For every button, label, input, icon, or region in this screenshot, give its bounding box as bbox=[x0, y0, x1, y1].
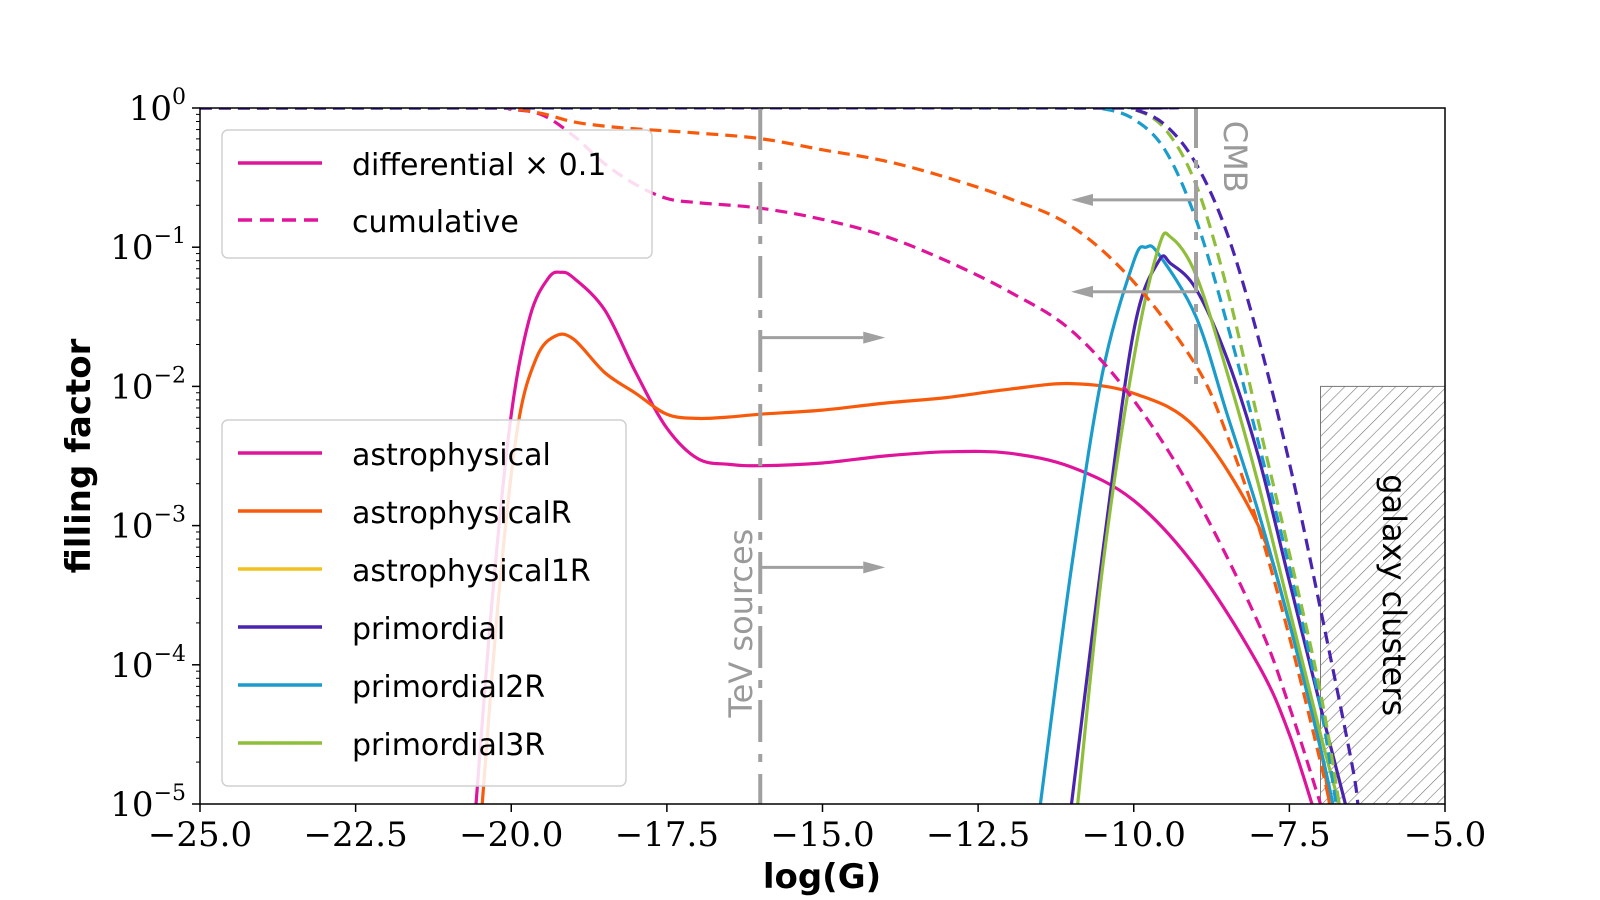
y-tick-label: 10−3 bbox=[110, 503, 186, 547]
x-axis-title: log(G) bbox=[763, 857, 881, 897]
legend-label-astrophysical: astrophysical bbox=[352, 438, 551, 473]
tev-sources-label: TeV sources bbox=[722, 529, 760, 719]
x-tick-label: −22.5 bbox=[304, 815, 408, 855]
style-legend: differential × 0.1 cumulative bbox=[221, 129, 653, 259]
series-legend-box bbox=[221, 419, 627, 787]
y-axis-ticks: 100 10−1 10−2 10−3 10−4 10−5 bbox=[110, 85, 200, 825]
style-legend-box bbox=[221, 129, 653, 259]
cmb-annotation: CMB bbox=[1071, 108, 1254, 387]
x-tick-label: −12.5 bbox=[926, 815, 1030, 855]
legend-label-astrophysical1R: astrophysical1R bbox=[352, 554, 591, 589]
y-tick-label: 10−1 bbox=[110, 224, 186, 268]
x-tick-label: −7.5 bbox=[1248, 815, 1331, 855]
series-legend: astrophysical astrophysicalR astrophysic… bbox=[221, 419, 627, 787]
style-legend-dashed-label: cumulative bbox=[352, 205, 519, 240]
galaxy-clusters-label: galaxy clusters bbox=[1375, 474, 1413, 716]
style-legend-solid-label: differential × 0.1 bbox=[352, 148, 606, 183]
x-tick-label: −17.5 bbox=[615, 815, 719, 855]
legend-label-primordial: primordial bbox=[352, 612, 505, 647]
series-layer bbox=[200, 108, 1360, 804]
tev-sources-annotation: TeV sources bbox=[722, 108, 886, 804]
tev-arrow-lower-head bbox=[863, 561, 886, 574]
legend-label-primordial2R: primordial2R bbox=[352, 670, 545, 705]
x-axis-ticks: −25.0 −22.5 −20.0 −17.5 −15.0 −12.5 −10.0 −7.5 −… bbox=[148, 804, 1486, 855]
y-axis-title: filling factor bbox=[59, 338, 99, 573]
x-tick-label: −20.0 bbox=[459, 815, 563, 855]
series-astrophysical-differential bbox=[474, 270, 1314, 804]
y-tick-label: 100 bbox=[129, 85, 186, 129]
y-tick-label: 10−2 bbox=[110, 363, 186, 407]
x-tick-label: −25.0 bbox=[148, 815, 252, 855]
cmb-arrow-upper-head bbox=[1071, 193, 1093, 206]
series-primordial3r-cumulative bbox=[200, 108, 1341, 804]
legend-label-primordial3R: primordial3R bbox=[352, 728, 545, 763]
tev-arrow-upper-head bbox=[863, 331, 886, 344]
x-tick-label: −10.0 bbox=[1082, 815, 1186, 855]
galaxy-clusters-region bbox=[1320, 385, 1446, 805]
cmb-arrow-lower-head bbox=[1071, 285, 1093, 298]
series-astrophysicalr-cumulative bbox=[200, 108, 1332, 804]
cmb-label: CMB bbox=[1216, 121, 1254, 193]
y-tick-label: 10−4 bbox=[110, 642, 186, 686]
series-primordial2r-differential bbox=[1038, 244, 1335, 804]
legend-label-astrophysicalR: astrophysicalR bbox=[352, 496, 572, 531]
x-tick-label: −5.0 bbox=[1404, 815, 1487, 855]
y-tick-label: 10−5 bbox=[110, 781, 186, 825]
series-primordial2r-cumulative bbox=[200, 108, 1338, 804]
x-tick-label: −15.0 bbox=[770, 815, 874, 855]
